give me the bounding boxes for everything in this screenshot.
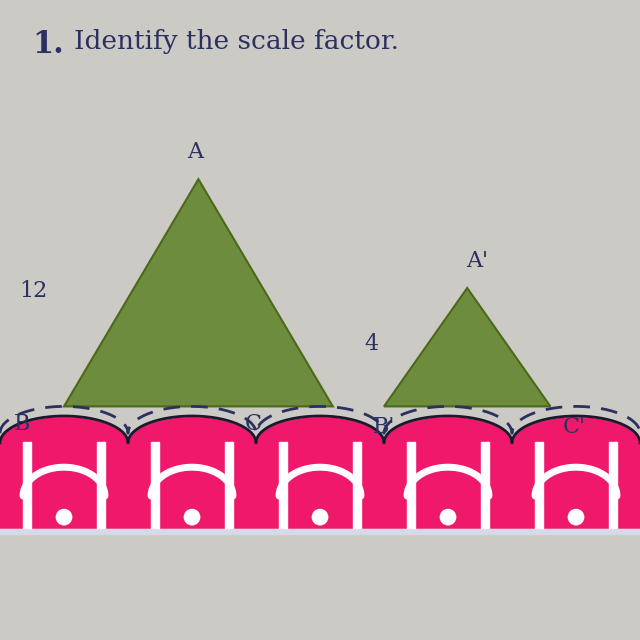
Polygon shape [0, 418, 640, 528]
Text: C': C' [563, 416, 586, 438]
Text: A': A' [466, 250, 488, 272]
Circle shape [568, 509, 584, 525]
Text: 12: 12 [20, 280, 48, 302]
Text: Identify the scale factor.: Identify the scale factor. [74, 29, 399, 54]
Text: 4: 4 [365, 333, 379, 355]
Circle shape [312, 509, 328, 525]
Polygon shape [384, 288, 550, 406]
Text: C: C [244, 413, 261, 435]
Text: 1.: 1. [32, 29, 64, 60]
Text: B': B' [372, 416, 396, 438]
Circle shape [56, 509, 72, 525]
Circle shape [184, 509, 200, 525]
Circle shape [440, 509, 456, 525]
Text: A: A [187, 141, 204, 163]
Text: B: B [14, 413, 31, 435]
Polygon shape [64, 179, 333, 406]
